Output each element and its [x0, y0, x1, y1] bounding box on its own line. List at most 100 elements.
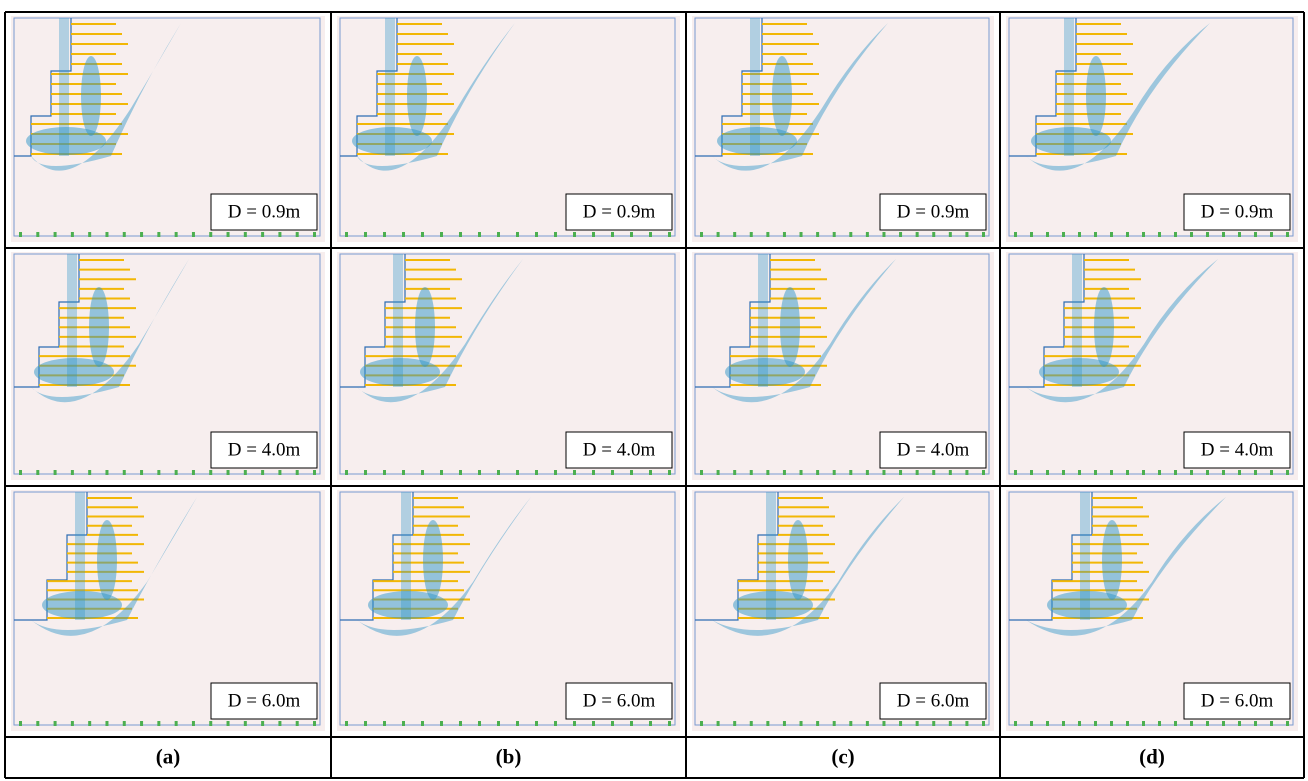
boundary-node	[1238, 721, 1241, 726]
boundary-node	[816, 721, 819, 726]
boundary-node	[88, 470, 91, 475]
boundary-node	[244, 721, 247, 726]
boundary-node	[364, 232, 367, 237]
boundary-node	[123, 232, 126, 237]
boundary-node	[227, 721, 230, 726]
boundary-node	[1046, 470, 1049, 475]
boundary-node	[175, 232, 178, 237]
boundary-node	[611, 721, 614, 726]
boundary-node	[800, 470, 803, 475]
boundary-node	[1030, 232, 1033, 237]
boundary-node	[1046, 232, 1049, 237]
shear-band	[788, 520, 808, 600]
boundary-node	[866, 232, 869, 237]
anchor-column	[1072, 254, 1082, 387]
boundary-node	[833, 721, 836, 726]
boundary-node	[733, 721, 736, 726]
column-label: (c)	[831, 744, 854, 768]
anchor-column	[67, 254, 77, 387]
shear-band	[1086, 56, 1106, 136]
boundary-node	[630, 470, 633, 475]
boundary-node	[19, 232, 22, 237]
boundary-node	[440, 232, 443, 237]
boundary-node	[19, 721, 22, 726]
shear-band	[1102, 520, 1122, 600]
boundary-node	[1174, 721, 1177, 726]
boundary-node	[700, 721, 703, 726]
panel-label: D = 6.0m	[897, 690, 970, 711]
boundary-node	[816, 470, 819, 475]
anchor-column	[75, 492, 85, 620]
boundary-node	[244, 470, 247, 475]
boundary-node	[36, 721, 39, 726]
boundary-node	[296, 232, 299, 237]
column-label: (d)	[1139, 744, 1165, 768]
column-label: (a)	[156, 744, 181, 768]
boundary-node	[1030, 721, 1033, 726]
boundary-node	[717, 721, 720, 726]
anchor-column	[393, 254, 403, 387]
boundary-node	[516, 721, 519, 726]
boundary-node	[71, 470, 74, 475]
boundary-node	[364, 721, 367, 726]
boundary-node	[1190, 470, 1193, 475]
boundary-node	[54, 470, 57, 475]
boundary-node	[421, 232, 424, 237]
boundary-node	[296, 721, 299, 726]
boundary-node	[899, 721, 902, 726]
boundary-node	[982, 721, 985, 726]
boundary-node	[105, 232, 108, 237]
boundary-node	[750, 721, 753, 726]
boundary-node	[766, 721, 769, 726]
boundary-node	[516, 232, 519, 237]
boundary-node	[1094, 470, 1097, 475]
boundary-node	[849, 470, 852, 475]
panel-label: D = 4.0m	[1201, 439, 1274, 460]
boundary-node	[383, 721, 386, 726]
boundary-node	[649, 232, 652, 237]
boundary-node	[209, 470, 212, 475]
boundary-node	[140, 470, 143, 475]
boundary-node	[54, 232, 57, 237]
boundary-node	[402, 232, 405, 237]
boundary-node	[592, 721, 595, 726]
boundary-node	[833, 470, 836, 475]
anchor-column	[1064, 18, 1074, 156]
boundary-node	[1094, 721, 1097, 726]
boundary-node	[105, 721, 108, 726]
boundary-node	[71, 721, 74, 726]
boundary-node	[833, 232, 836, 237]
boundary-node	[1078, 232, 1081, 237]
boundary-node	[209, 721, 212, 726]
boundary-node	[592, 232, 595, 237]
figure: D = 0.9mD = 0.9mD = 0.9mD = 0.9mD = 4.0m…	[0, 0, 1308, 781]
shear-band	[81, 56, 101, 136]
boundary-node	[668, 721, 671, 726]
boundary-node	[296, 470, 299, 475]
boundary-node	[1094, 232, 1097, 237]
boundary-node	[175, 721, 178, 726]
boundary-node	[800, 721, 803, 726]
boundary-node	[1062, 232, 1065, 237]
boundary-node	[1286, 470, 1289, 475]
boundary-node	[882, 232, 885, 237]
boundary-node	[278, 721, 281, 726]
boundary-node	[1158, 232, 1161, 237]
boundary-node	[1222, 470, 1225, 475]
boundary-node	[717, 470, 720, 475]
boundary-node	[1286, 232, 1289, 237]
boundary-node	[383, 232, 386, 237]
boundary-node	[1142, 232, 1145, 237]
panel-label: D = 4.0m	[228, 439, 301, 460]
boundary-node	[717, 232, 720, 237]
anchor-column	[758, 254, 768, 387]
boundary-node	[192, 721, 195, 726]
boundary-node	[982, 232, 985, 237]
panel-label: D = 4.0m	[897, 439, 970, 460]
boundary-node	[1110, 232, 1113, 237]
boundary-node	[1062, 470, 1065, 475]
shear-band	[97, 520, 117, 600]
boundary-node	[882, 470, 885, 475]
boundary-node	[54, 721, 57, 726]
boundary-node	[783, 470, 786, 475]
